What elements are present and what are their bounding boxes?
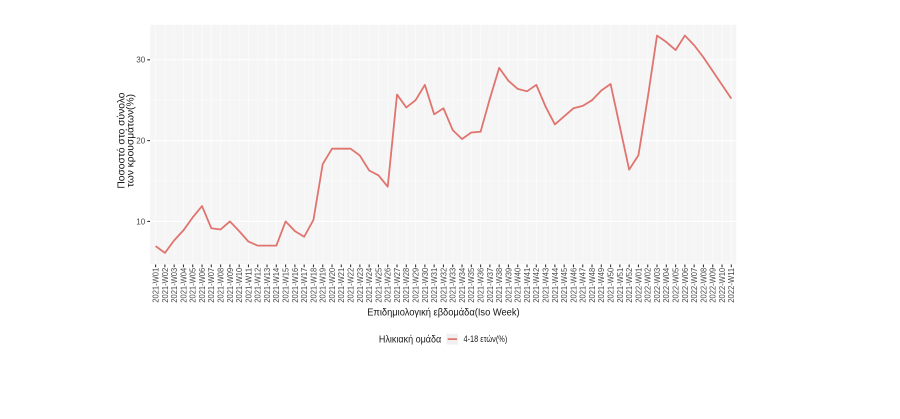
svg-text:2021-W31: 2021-W31	[430, 267, 439, 302]
svg-text:2021-W35: 2021-W35	[467, 267, 476, 302]
svg-text:2021-W04: 2021-W04	[179, 267, 188, 302]
svg-text:Επιδημιολογική εβδομάδα(Iso We: Επιδημιολογική εβδομάδα(Iso Week)	[367, 307, 519, 319]
svg-text:2021-W52: 2021-W52	[625, 267, 634, 302]
svg-text:2021-W06: 2021-W06	[198, 267, 207, 302]
svg-text:2022-W04: 2022-W04	[662, 267, 671, 302]
svg-text:2021-W33: 2021-W33	[449, 267, 458, 302]
svg-text:2022-W07: 2022-W07	[690, 267, 699, 302]
svg-text:2021-W37: 2021-W37	[486, 267, 495, 302]
svg-text:2021-W20: 2021-W20	[328, 267, 337, 302]
svg-text:2021-W23: 2021-W23	[356, 267, 365, 302]
svg-text:2021-W26: 2021-W26	[384, 267, 393, 302]
svg-text:2021-W42: 2021-W42	[532, 267, 541, 302]
svg-text:2021-W21: 2021-W21	[337, 267, 346, 302]
svg-text:2021-W34: 2021-W34	[458, 267, 467, 302]
svg-text:2021-W43: 2021-W43	[542, 267, 551, 302]
svg-text:2022-W01: 2022-W01	[634, 267, 643, 302]
svg-text:2021-W17: 2021-W17	[300, 267, 309, 302]
svg-text:2021-W40: 2021-W40	[514, 267, 523, 302]
svg-text:2021-W15: 2021-W15	[282, 267, 291, 302]
svg-text:2022-W03: 2022-W03	[653, 267, 662, 302]
svg-text:2021-W24: 2021-W24	[365, 267, 374, 302]
svg-text:2021-W51: 2021-W51	[616, 267, 625, 302]
svg-text:2021-W09: 2021-W09	[226, 267, 235, 302]
svg-text:2021-W46: 2021-W46	[569, 267, 578, 302]
svg-text:2021-W50: 2021-W50	[606, 267, 615, 302]
svg-text:2022-W09: 2022-W09	[709, 267, 718, 302]
svg-text:2021-W41: 2021-W41	[523, 267, 532, 302]
svg-text:4-18 ετών(%): 4-18 ετών(%)	[464, 334, 508, 344]
svg-text:2021-W05: 2021-W05	[189, 267, 198, 302]
svg-text:2022-W05: 2022-W05	[671, 267, 680, 302]
svg-text:2022-W02: 2022-W02	[644, 267, 653, 302]
svg-text:2021-W47: 2021-W47	[579, 267, 588, 302]
svg-text:2021-W07: 2021-W07	[207, 267, 216, 302]
svg-text:2021-W08: 2021-W08	[217, 267, 226, 302]
svg-text:2021-W11: 2021-W11	[244, 267, 253, 302]
svg-text:2021-W49: 2021-W49	[597, 267, 606, 302]
svg-text:2021-W32: 2021-W32	[439, 267, 448, 302]
svg-text:2021-W14: 2021-W14	[272, 267, 281, 302]
svg-text:2021-W03: 2021-W03	[170, 267, 179, 302]
svg-text:2021-W36: 2021-W36	[477, 267, 486, 302]
svg-text:10: 10	[136, 217, 145, 226]
svg-text:2021-W12: 2021-W12	[254, 267, 263, 302]
svg-text:20: 20	[136, 137, 145, 146]
svg-text:2021-W27: 2021-W27	[393, 267, 402, 302]
svg-text:2021-W25: 2021-W25	[374, 267, 383, 302]
svg-text:2021-W16: 2021-W16	[291, 267, 300, 302]
svg-text:2021-W13: 2021-W13	[263, 267, 272, 302]
svg-text:2021-W01: 2021-W01	[152, 267, 161, 302]
svg-text:2021-W02: 2021-W02	[161, 267, 170, 302]
svg-text:2021-W45: 2021-W45	[560, 267, 569, 302]
svg-text:Ποσοστό στο σύνολο: Ποσοστό στο σύνολο	[115, 92, 127, 188]
svg-text:2022-W08: 2022-W08	[699, 267, 708, 302]
svg-text:2022-W06: 2022-W06	[681, 267, 690, 302]
svg-text:2021-W30: 2021-W30	[421, 267, 430, 302]
svg-text:2021-W18: 2021-W18	[309, 267, 318, 302]
svg-text:2021-W28: 2021-W28	[402, 267, 411, 302]
svg-text:Ηλικιακή ομάδα: Ηλικιακή ομάδα	[379, 334, 441, 346]
svg-text:2022-W10: 2022-W10	[718, 267, 727, 302]
svg-text:2021-W29: 2021-W29	[412, 267, 421, 302]
svg-text:30: 30	[136, 56, 145, 65]
svg-text:2021-W38: 2021-W38	[495, 267, 504, 302]
svg-text:των κρουσμάτων(%): των κρουσμάτων(%)	[125, 94, 137, 187]
svg-text:2021-W22: 2021-W22	[347, 267, 356, 302]
svg-text:2021-W10: 2021-W10	[235, 267, 244, 302]
svg-text:2021-W39: 2021-W39	[504, 267, 513, 302]
svg-text:2021-W44: 2021-W44	[551, 267, 560, 302]
svg-text:2022-W11: 2022-W11	[727, 267, 736, 302]
svg-text:2021-W48: 2021-W48	[588, 267, 597, 302]
svg-text:2021-W19: 2021-W19	[319, 267, 328, 302]
